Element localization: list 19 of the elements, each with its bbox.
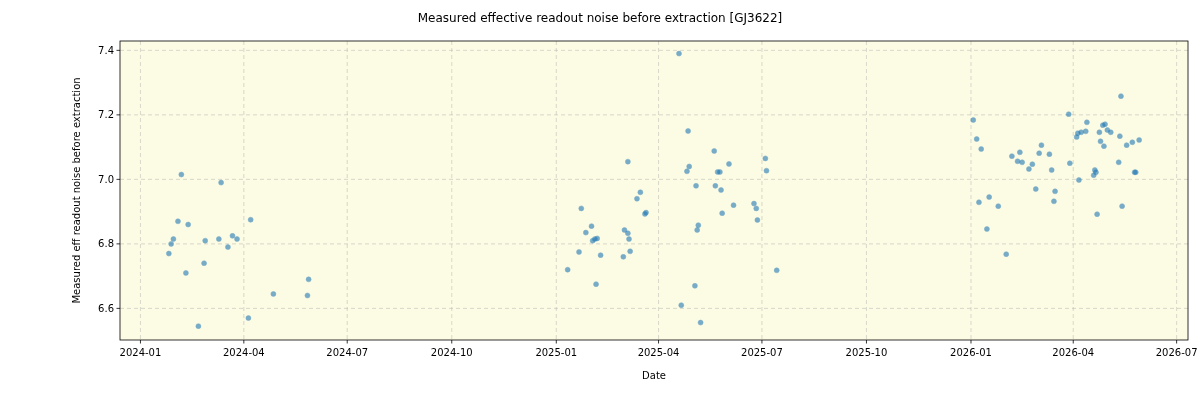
x-tick-label: 2025-07 <box>741 347 783 358</box>
x-tick-label: 2026-07 <box>1155 347 1198 358</box>
x-tick-label: 2025-10 <box>845 347 888 358</box>
y-tick-label: 7.0 <box>98 173 114 185</box>
x-tick-label: 2025-04 <box>637 347 680 358</box>
x-tick-label: 2026-04 <box>1052 347 1095 358</box>
x-axis-title: Date <box>642 370 666 381</box>
y-axis-title: Measured eff readout noise before extraction <box>71 77 82 304</box>
y-tick-label: 7.2 <box>98 109 114 121</box>
x-tick-label: 2025-01 <box>535 347 578 358</box>
x-tick-label: 2024-07 <box>326 347 369 358</box>
x-tick-label: 2024-01 <box>119 347 162 358</box>
x-tick-label: 2026-01 <box>950 347 992 358</box>
y-tick-label: 7.4 <box>98 44 114 56</box>
y-tick-label: 6.8 <box>98 238 114 250</box>
chart-title: Measured effective readout noise before extraction [GJ3622] <box>417 11 783 25</box>
x-tick-label: 2024-04 <box>222 347 265 358</box>
y-tick-label: 6.6 <box>98 302 114 314</box>
x-tick-label: 2024-10 <box>430 347 473 358</box>
